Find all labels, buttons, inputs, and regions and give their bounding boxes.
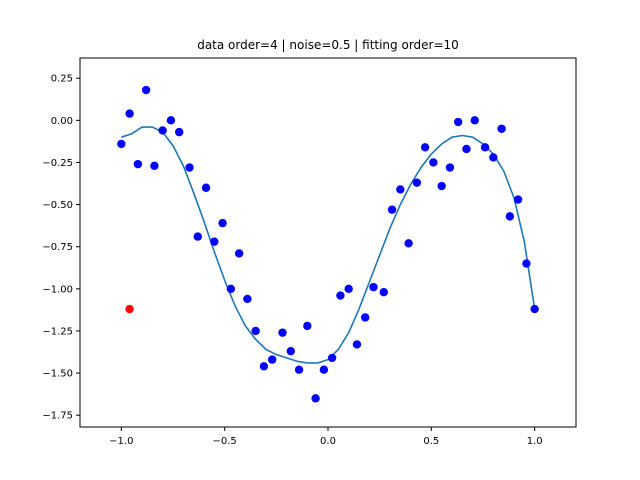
data-point (522, 259, 531, 268)
data-point (294, 365, 304, 374)
fit-curve-layer (121, 126, 536, 364)
data-point (429, 158, 438, 167)
y-tick-label: −1.00 (42, 284, 73, 295)
data-point (369, 282, 378, 292)
data-point (286, 346, 295, 356)
data-point (513, 195, 523, 204)
y-tick-label: −0.75 (42, 242, 73, 253)
data-point (445, 163, 455, 172)
data-point (336, 291, 345, 300)
y-tick-label: 0.00 (51, 116, 73, 127)
data-point (158, 126, 167, 135)
data-point (185, 163, 194, 172)
data-point (352, 340, 362, 349)
x-tick-label: 0.0 (320, 436, 336, 447)
data-point (141, 85, 151, 95)
data-point (489, 153, 498, 162)
data-point (278, 328, 287, 337)
x-tick-label: 0.5 (423, 436, 439, 447)
data-point (234, 249, 244, 258)
data-point (303, 321, 312, 331)
y-tick-label: −1.75 (42, 411, 73, 422)
data-point (379, 288, 388, 297)
x-tick-label: −1.0 (109, 436, 133, 447)
data-point (505, 212, 515, 221)
data-points-layer (117, 85, 539, 403)
y-tick-label: −0.25 (42, 158, 73, 169)
data-point (259, 362, 269, 371)
data-point (462, 144, 471, 154)
data-point (420, 143, 430, 152)
data-point (268, 355, 277, 364)
data-point (530, 304, 539, 314)
data-point (193, 232, 202, 241)
data-point (166, 116, 176, 125)
data-point (344, 284, 353, 294)
y-tick-label: −1.25 (42, 326, 73, 337)
chart-title: data order=4 | noise=0.5 | fitting order… (197, 38, 459, 52)
data-point (412, 178, 422, 187)
data-point (480, 143, 490, 152)
data-point (201, 183, 211, 192)
x-tick-label: −0.5 (213, 436, 237, 447)
x-axis: −1.0 −0.5 0.0 0.5 1.0 (109, 427, 543, 447)
data-point (243, 294, 252, 304)
data-point (327, 353, 337, 363)
y-axis: 0.25 0.00 −0.25 −0.50 −0.75 −1.00 −1.25 −1.50 −1… (42, 74, 80, 422)
data-point (218, 218, 227, 228)
data-point (319, 365, 329, 374)
data-point (497, 124, 506, 133)
highlight-point (125, 304, 134, 314)
data-point (311, 394, 320, 403)
data-point (226, 284, 236, 294)
data-point (396, 185, 405, 194)
data-point (361, 313, 370, 322)
data-point (210, 237, 219, 246)
data-point (175, 127, 184, 137)
data-point (133, 159, 143, 169)
data-point (454, 117, 463, 127)
fit-curve-line (121, 126, 536, 364)
y-tick-label: −1.50 (42, 369, 73, 380)
data-point (117, 139, 126, 149)
data-point (125, 109, 134, 118)
x-tick-label: 1.0 (527, 436, 543, 447)
data-point (150, 161, 159, 171)
y-tick-label: 0.25 (51, 74, 73, 85)
data-point (251, 326, 260, 336)
data-point (387, 205, 397, 214)
data-point (404, 239, 413, 248)
data-point (437, 181, 446, 191)
y-tick-label: −0.50 (42, 200, 73, 211)
data-point (470, 116, 479, 125)
